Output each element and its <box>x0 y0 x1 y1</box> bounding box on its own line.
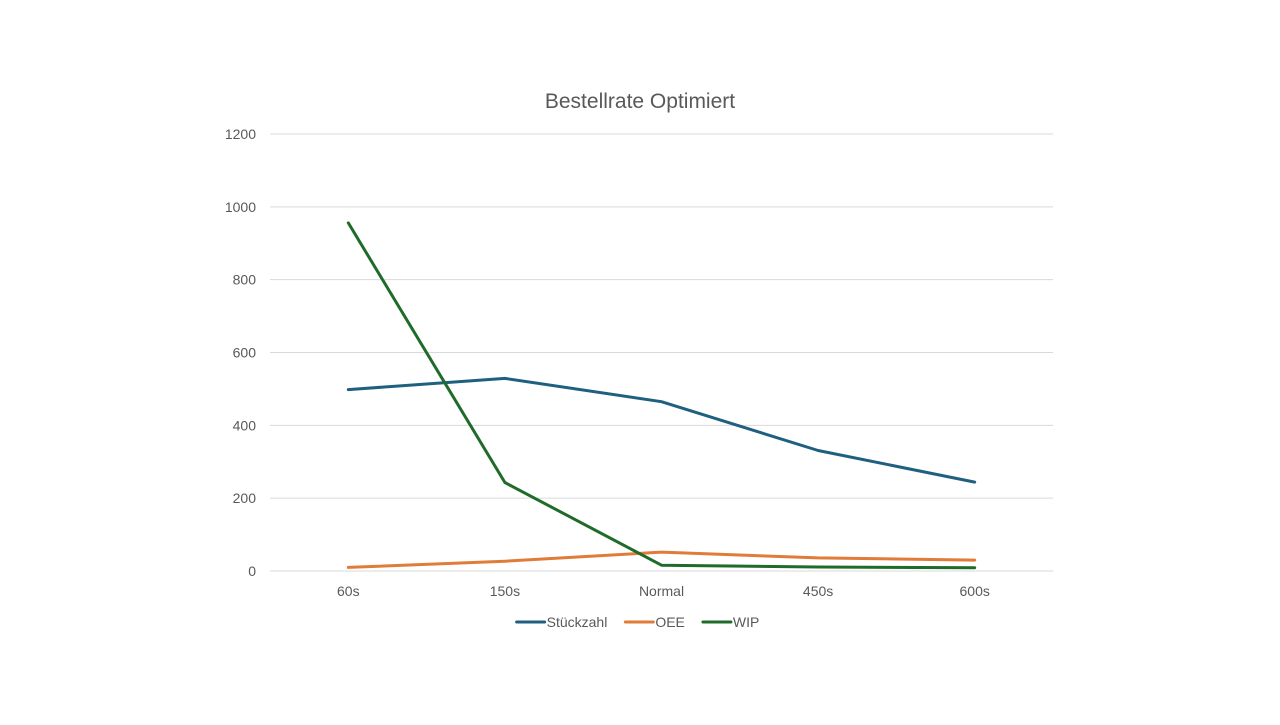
series-lines <box>348 223 974 568</box>
legend: Stückzahl OEE WIP <box>517 614 760 630</box>
y-axis-tick-labels: 0 200 400 600 800 1000 1200 <box>225 126 256 579</box>
y-tick-label: 200 <box>233 490 257 506</box>
x-tick-label: 60s <box>337 583 360 599</box>
legend-label: OEE <box>655 614 685 630</box>
series-line-st-ckzahl <box>348 378 974 482</box>
x-tick-label: Normal <box>639 583 684 599</box>
y-tick-label: 1200 <box>225 126 256 142</box>
chart-title: Bestellrate Optimiert <box>545 90 735 113</box>
legend-label: Stückzahl <box>547 614 608 630</box>
x-tick-label: 150s <box>490 583 520 599</box>
legend-label: WIP <box>733 614 759 630</box>
y-tick-label: 1000 <box>225 199 256 215</box>
legend-item: WIP <box>703 614 759 630</box>
series-line-wip <box>348 223 974 568</box>
y-tick-label: 0 <box>248 563 256 579</box>
legend-item: OEE <box>625 614 685 630</box>
y-tick-label: 800 <box>233 272 257 288</box>
x-axis-tick-labels: 60s 150s Normal 450s 600s <box>337 583 990 599</box>
legend-item: Stückzahl <box>517 614 608 630</box>
x-tick-label: 450s <box>803 583 833 599</box>
y-tick-label: 400 <box>233 417 257 433</box>
y-tick-label: 600 <box>233 345 257 361</box>
x-tick-label: 600s <box>960 583 990 599</box>
gridlines <box>270 134 1053 571</box>
